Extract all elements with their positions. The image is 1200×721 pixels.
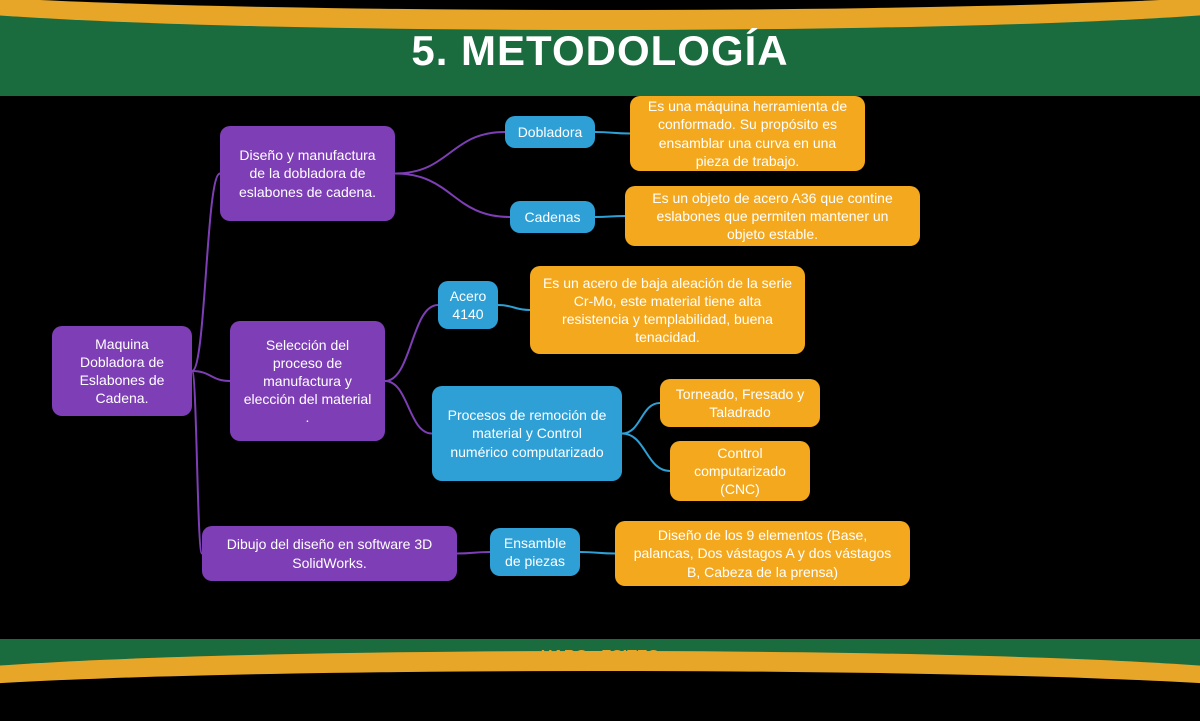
node-b1c1: Dobladora <box>505 116 595 148</box>
edge-b2-b2c1 <box>385 305 438 381</box>
node-b2: Selección del proceso de manufactura y e… <box>230 321 385 441</box>
node-b2c2d2: Control computarizado (CNC) <box>670 441 810 501</box>
edge-root-b2 <box>192 371 230 381</box>
edge-b1c1-b1c1d <box>595 132 630 134</box>
edge-b1-b1c1 <box>395 132 505 174</box>
edge-b1c2-b1c2d <box>595 216 625 217</box>
node-b3c1d: Diseño de los 9 elementos (Base, palanca… <box>615 521 910 586</box>
node-b1c2d: Es un objeto de acero A36 que contine es… <box>625 186 920 246</box>
edge-b3c1-b3c1d <box>580 552 615 554</box>
edge-b2c2-b2c2d1 <box>622 403 660 434</box>
edge-b2-b2c2 <box>385 381 432 434</box>
edge-b2c2-b2c2d2 <box>622 434 670 472</box>
node-b3: Dibujo del diseño en software 3D SolidWo… <box>202 526 457 581</box>
edge-b1-b1c2 <box>395 174 510 218</box>
edge-b3-b3c1 <box>457 552 490 554</box>
page-title: 5. METODOLOGÍA <box>411 27 788 75</box>
node-b3c1: Ensamble de piezas <box>490 528 580 576</box>
node-root: Maquina Dobladora de Eslabones de Cadena… <box>52 326 192 416</box>
edge-root-b3 <box>192 371 202 554</box>
node-b2c1d: Es un acero de baja aleación de la serie… <box>530 266 805 354</box>
node-b2c2: Procesos de remoción de material y Contr… <box>432 386 622 481</box>
node-b1c1d: Es una máquina herramienta de conformado… <box>630 96 865 171</box>
footer-text: UABC - FCITEC <box>541 648 659 666</box>
node-b2c2d1: Torneado, Fresado y Taladrado <box>660 379 820 427</box>
node-b1c2: Cadenas <box>510 201 595 233</box>
edge-b2c1-b2c1d <box>498 305 530 310</box>
edge-root-b1 <box>192 174 220 372</box>
node-b2c1: Acero 4140 <box>438 281 498 329</box>
methodology-diagram: Maquina Dobladora de Eslabones de Cadena… <box>0 96 1200 641</box>
node-b1: Diseño y manufactura de la dobladora de … <box>220 126 395 221</box>
